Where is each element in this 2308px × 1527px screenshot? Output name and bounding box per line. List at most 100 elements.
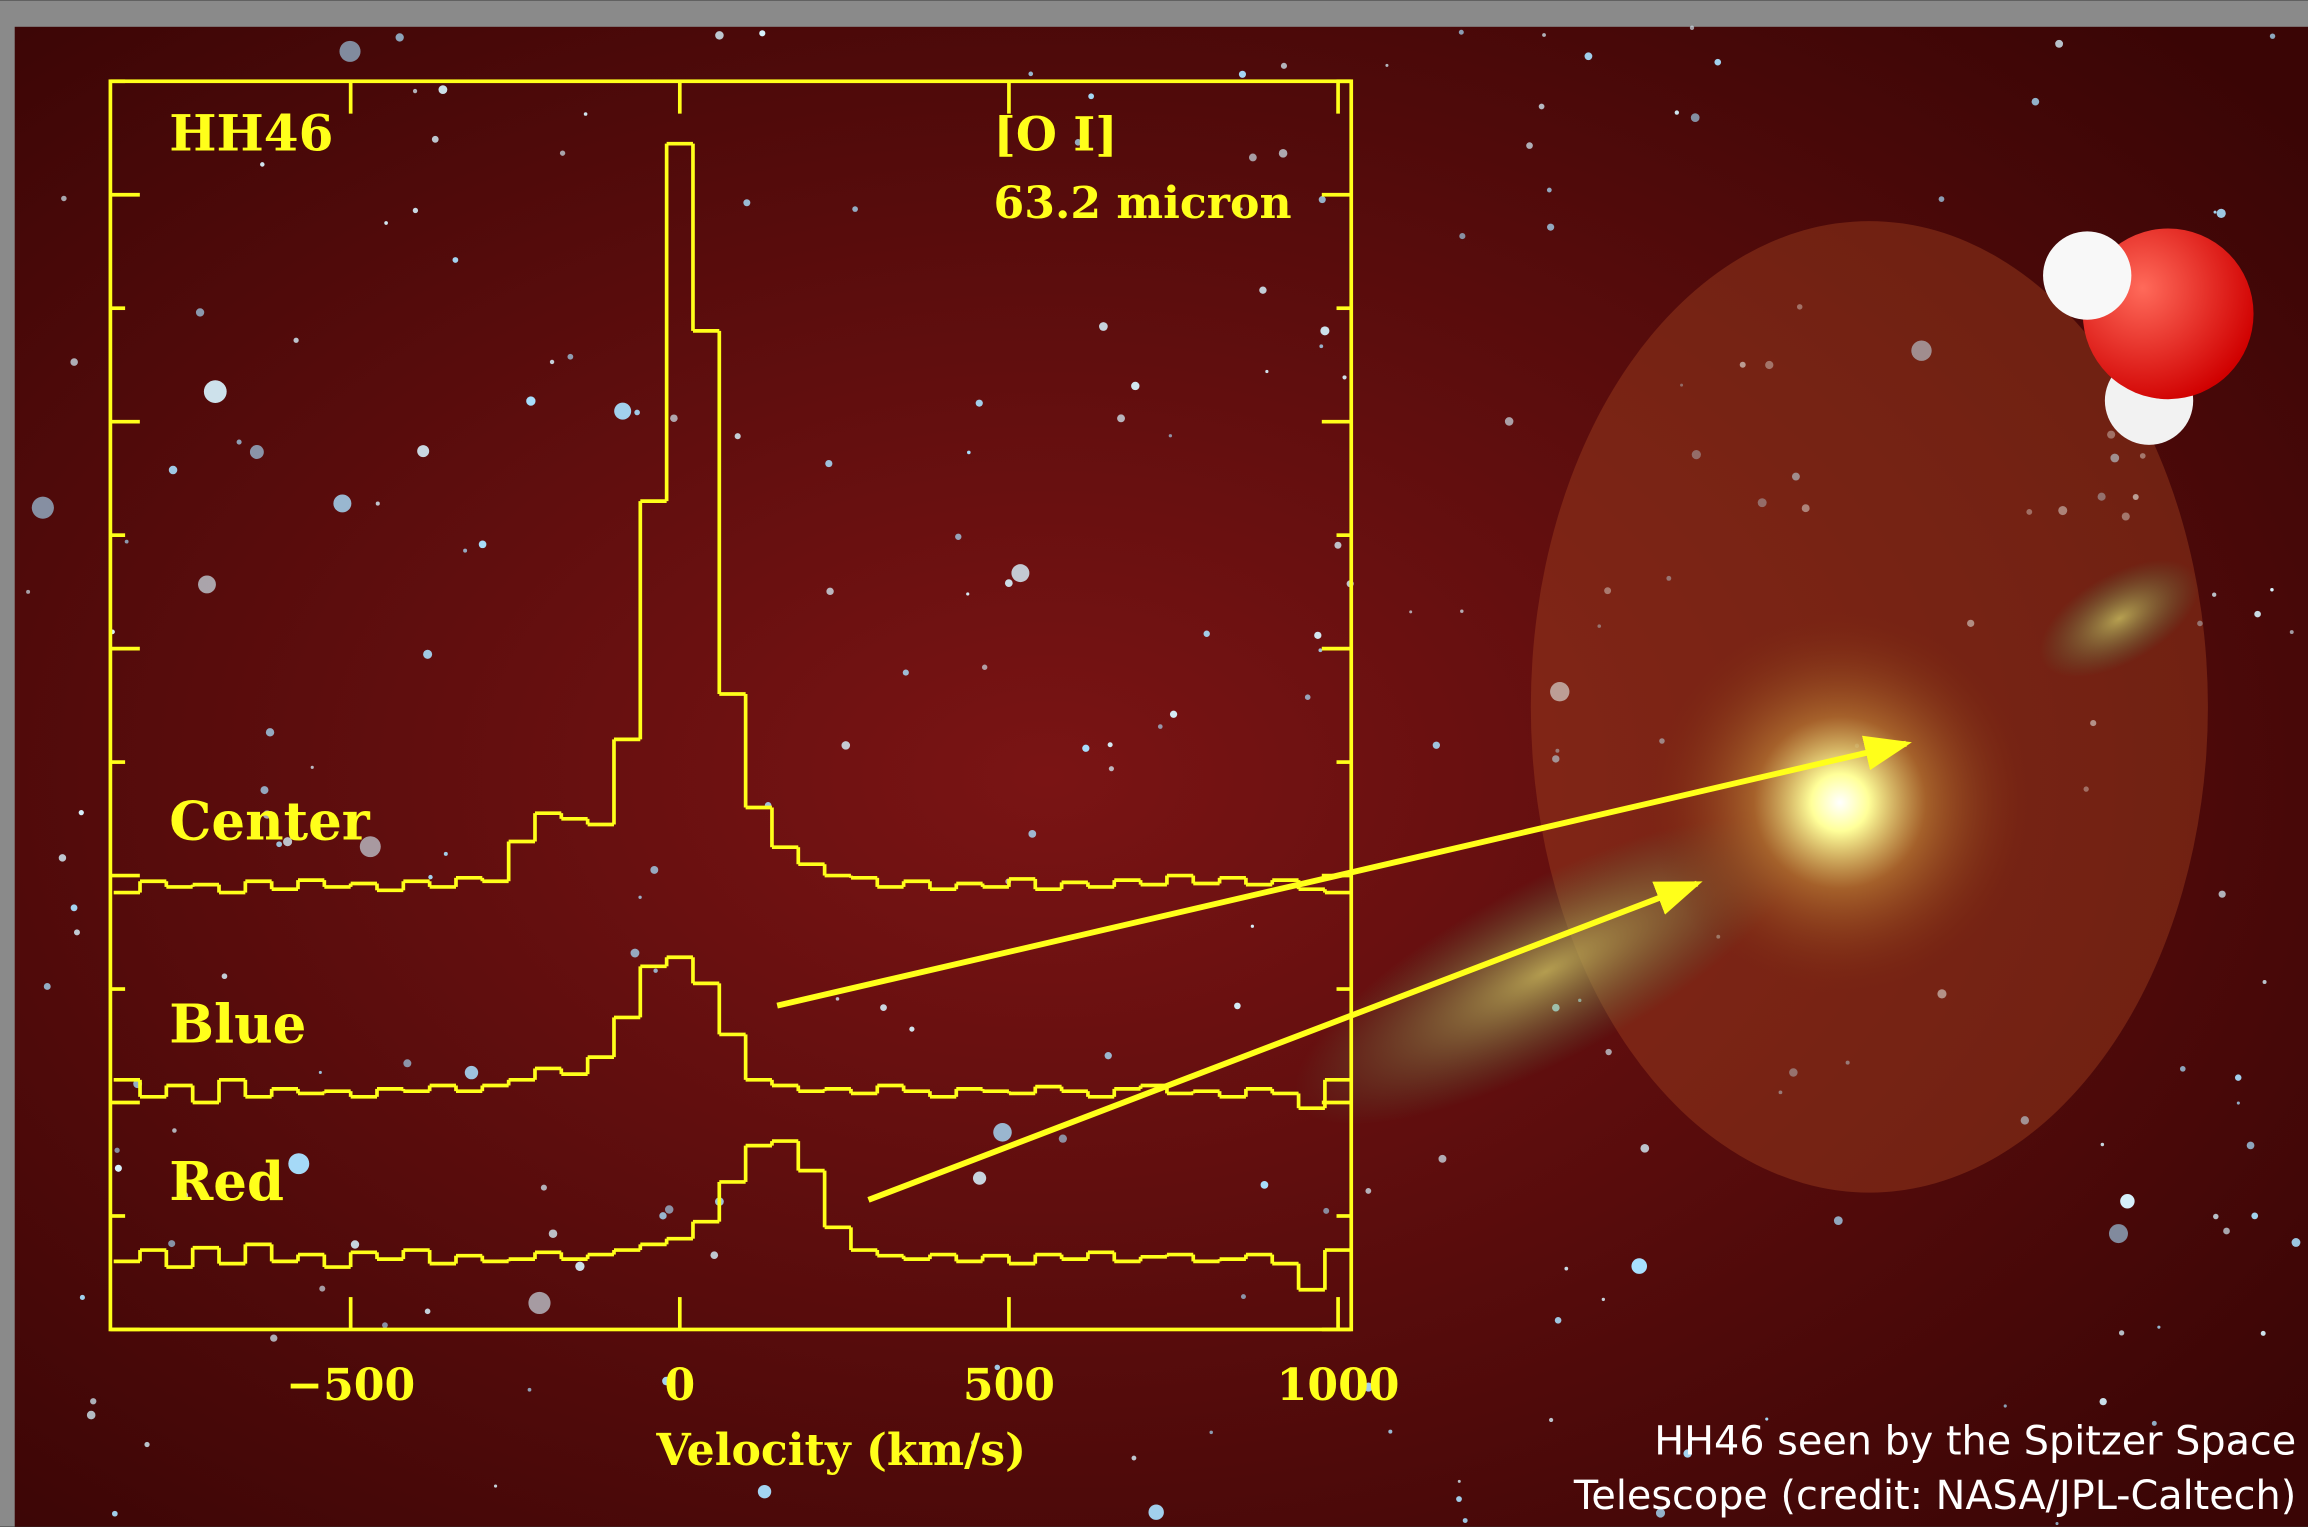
star [293, 337, 299, 343]
star [2246, 1141, 2255, 1150]
star [2031, 97, 2040, 106]
star [1666, 575, 1672, 581]
star [1601, 1297, 1605, 1302]
star [1538, 103, 1545, 110]
star [1318, 648, 1323, 653]
star [1238, 70, 1247, 78]
caption: HH46 seen by the Spitzer Space [1654, 1419, 2296, 1465]
star [549, 359, 555, 365]
star [1683, 1449, 1692, 1458]
water-molecule [2043, 228, 2254, 445]
star [463, 548, 468, 553]
star [1845, 1060, 1850, 1065]
star [114, 1147, 120, 1153]
star [970, 1440, 977, 1446]
star [2251, 1212, 2259, 1220]
star [395, 33, 404, 42]
star [249, 445, 264, 459]
star [1691, 450, 1701, 460]
star [2090, 720, 2097, 727]
star [1168, 434, 1173, 438]
star [1117, 414, 1125, 423]
star [1765, 1417, 1769, 1421]
star [2197, 620, 2203, 627]
star [1320, 326, 1330, 336]
star [1074, 139, 1082, 146]
star [283, 837, 293, 847]
star [2083, 786, 2089, 792]
star [2055, 1522, 2059, 1526]
star [168, 1240, 176, 1248]
star [124, 539, 129, 544]
star [975, 399, 983, 407]
star [662, 1376, 671, 1386]
star [1131, 381, 1140, 391]
star [527, 1387, 532, 1392]
star [114, 1164, 122, 1172]
star [172, 1128, 177, 1133]
star [2270, 588, 2274, 592]
star [403, 1059, 412, 1068]
star [826, 587, 834, 596]
star [2097, 492, 2106, 501]
star [198, 575, 216, 594]
star [265, 728, 275, 737]
star [319, 1285, 326, 1292]
star [73, 929, 80, 936]
star [1388, 1429, 1393, 1434]
star [31, 496, 54, 519]
star [1801, 504, 1810, 513]
star [909, 1026, 915, 1032]
star [276, 841, 283, 848]
star [1169, 710, 1178, 718]
star [1584, 52, 1593, 61]
star [2223, 1227, 2230, 1235]
series-label: Blue [169, 993, 306, 1055]
star [78, 810, 84, 816]
star [1689, 25, 1695, 30]
star [2236, 1101, 2240, 1105]
star [955, 533, 962, 540]
star [203, 380, 227, 404]
star [1260, 1181, 1269, 1189]
star [966, 592, 970, 596]
protostar-glow [1648, 611, 2032, 994]
star [2269, 33, 2276, 39]
star [1248, 153, 1257, 162]
star [1239, 207, 1243, 211]
star [1334, 541, 1342, 549]
star [1546, 187, 1552, 193]
star [2289, 630, 2294, 635]
star [2262, 979, 2267, 984]
star [1460, 609, 1464, 613]
star [1796, 304, 1803, 310]
star [384, 221, 388, 225]
star [664, 1205, 674, 1214]
star [260, 162, 265, 167]
star [1314, 631, 1322, 639]
star [567, 353, 574, 360]
star [1278, 149, 1288, 158]
star [144, 1441, 150, 1448]
star [734, 433, 741, 440]
star [1108, 766, 1114, 772]
star [26, 589, 31, 594]
star [634, 409, 640, 416]
star [412, 88, 418, 94]
star [359, 836, 381, 858]
jet [2039, 560, 2200, 677]
star [86, 1410, 96, 1420]
star [1547, 223, 1555, 231]
star [270, 1334, 278, 1342]
star [79, 1294, 85, 1300]
star [1028, 71, 1034, 77]
star [825, 459, 833, 468]
star [417, 445, 430, 458]
star [1554, 1316, 1562, 1324]
star [1833, 1216, 1843, 1225]
star [1789, 1068, 1798, 1077]
star [111, 1510, 118, 1517]
star [262, 810, 272, 819]
star [452, 257, 459, 263]
star [614, 402, 632, 420]
